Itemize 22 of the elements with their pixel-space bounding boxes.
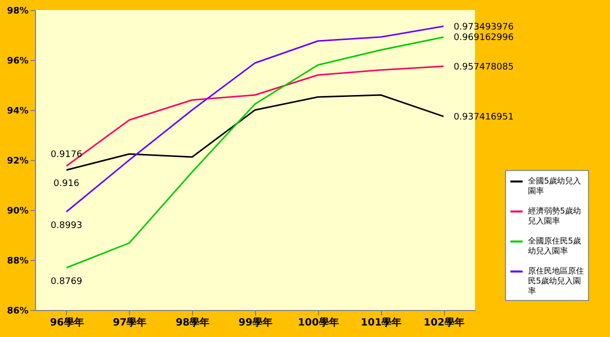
y-tick-label: 96%: [6, 56, 28, 66]
legend-label: 全國原住民5歲幼兒入園率: [528, 236, 582, 256]
data-label: 0.8769: [50, 276, 82, 287]
legend-label: 原住民地區原住民5歲幼兒入園率: [528, 266, 584, 296]
y-tick-label: 88%: [6, 256, 28, 266]
legend-label: 經濟弱勢5歲幼兒入園率: [527, 206, 582, 226]
x-tick-label: 100學年: [298, 316, 339, 328]
y-tick-label: 92%: [6, 156, 28, 166]
y-tick-label: 94%: [6, 106, 28, 116]
x-tick-label: 101學年: [360, 316, 402, 328]
x-tick-label: 97學年: [112, 316, 147, 328]
y-tick-label: 90%: [6, 206, 28, 216]
y-tick-label: 98%: [6, 6, 28, 16]
x-tick-label: 98學年: [176, 316, 210, 328]
y-tick-label: 86%: [6, 306, 28, 316]
legend-label: 全國5歲幼兒入園率: [528, 176, 582, 196]
data-label: 0.8993: [50, 220, 82, 231]
x-tick-label: 102學年: [424, 316, 465, 328]
x-tick-label: 99學年: [238, 316, 272, 328]
data-label: 0.916: [54, 179, 80, 189]
x-tick-label: 96學年: [50, 316, 84, 328]
data-label: 0.9176: [50, 150, 82, 160]
